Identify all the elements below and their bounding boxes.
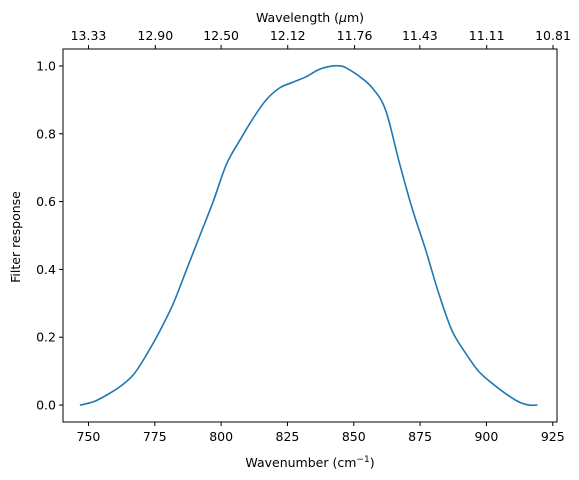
- y-tick-label: 0.4: [36, 262, 56, 277]
- filter-response-line: [79, 64, 538, 407]
- x-tick-label: 900: [474, 429, 498, 444]
- top-x-tick-label: 10.81: [535, 28, 571, 43]
- top-x-tick-label: 12.12: [270, 28, 306, 43]
- y-tick-label: 0.6: [36, 194, 56, 209]
- x-tick-label: 850: [342, 429, 366, 444]
- y-tick-label: 0.2: [36, 330, 56, 345]
- top-x-tick-label: 13.33: [71, 28, 107, 43]
- y-tick-label: 0.8: [36, 126, 56, 141]
- top-x-tick-label: 12.90: [137, 28, 173, 43]
- x-tick-label: 875: [408, 429, 432, 444]
- top-x-axis-label: Wavelength (μm): [256, 10, 364, 25]
- x-tick-label: 925: [541, 429, 565, 444]
- x-tick-label: 800: [209, 429, 233, 444]
- top-x-axis-ticks: 13.33 12.90 12.50 12.12 11.76 11.43 11.11 10.81: [71, 28, 571, 49]
- y-tick-label: 0.0: [36, 398, 56, 413]
- x-tick-label: 775: [143, 429, 167, 444]
- top-x-tick-label: 12.50: [203, 28, 239, 43]
- y-axis-ticks: 0.0 0.2 0.4 0.6 0.8 1.0: [36, 58, 63, 413]
- y-tick-label: 1.0: [36, 58, 56, 73]
- plot-frame: [62, 48, 558, 423]
- top-x-tick-label: 11.11: [469, 28, 505, 43]
- top-x-tick-label: 11.43: [402, 28, 438, 43]
- x-tick-label: 750: [77, 429, 101, 444]
- x-axis-ticks: 750 775 800 825 850 875 900 925: [77, 422, 565, 444]
- top-x-tick-label: 11.76: [337, 28, 373, 43]
- x-tick-label: 825: [276, 429, 300, 444]
- y-axis-label: Filter response: [8, 191, 23, 283]
- x-axis-label: Wavenumber (cm−1): [245, 455, 374, 470]
